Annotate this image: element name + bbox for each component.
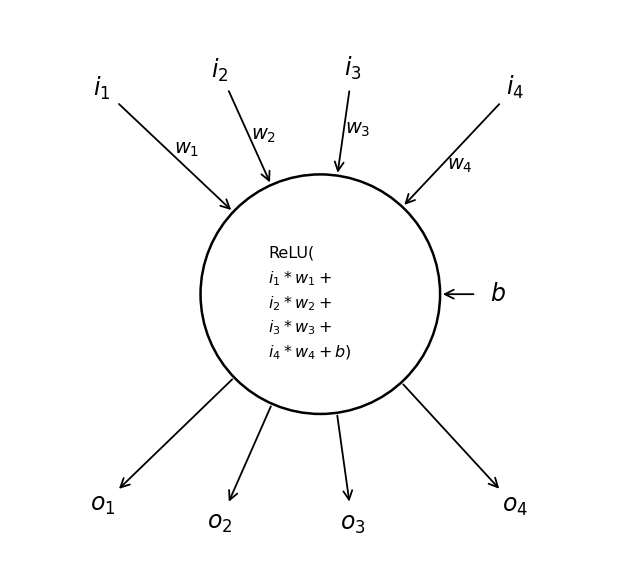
Text: $b$: $b$ <box>490 282 506 306</box>
Text: $o_3$: $o_3$ <box>340 512 365 537</box>
Text: $i_3$: $i_3$ <box>344 55 361 82</box>
Text: $i_4 * w_4 + b)$: $i_4 * w_4 + b)$ <box>268 344 352 362</box>
Text: $o_2$: $o_2$ <box>207 511 232 535</box>
Text: $i_3 * w_3+$: $i_3 * w_3+$ <box>268 319 332 338</box>
Text: ReLU(: ReLU( <box>268 246 314 261</box>
Text: $w_1$: $w_1$ <box>174 140 199 159</box>
Text: $i_4$: $i_4$ <box>506 73 524 101</box>
Text: $w_4$: $w_4$ <box>447 156 472 176</box>
Circle shape <box>201 174 440 414</box>
Text: $i_1$: $i_1$ <box>93 75 111 102</box>
Text: $i_2 * w_2+$: $i_2 * w_2+$ <box>268 294 332 312</box>
Text: $i_2$: $i_2$ <box>211 56 228 83</box>
Text: $o_1$: $o_1$ <box>89 493 115 517</box>
Text: $w_2$: $w_2$ <box>251 126 276 146</box>
Text: $o_4$: $o_4$ <box>502 494 528 518</box>
Text: $i_1 * w_1+$: $i_1 * w_1+$ <box>268 269 332 288</box>
Text: $w_3$: $w_3$ <box>345 120 370 139</box>
